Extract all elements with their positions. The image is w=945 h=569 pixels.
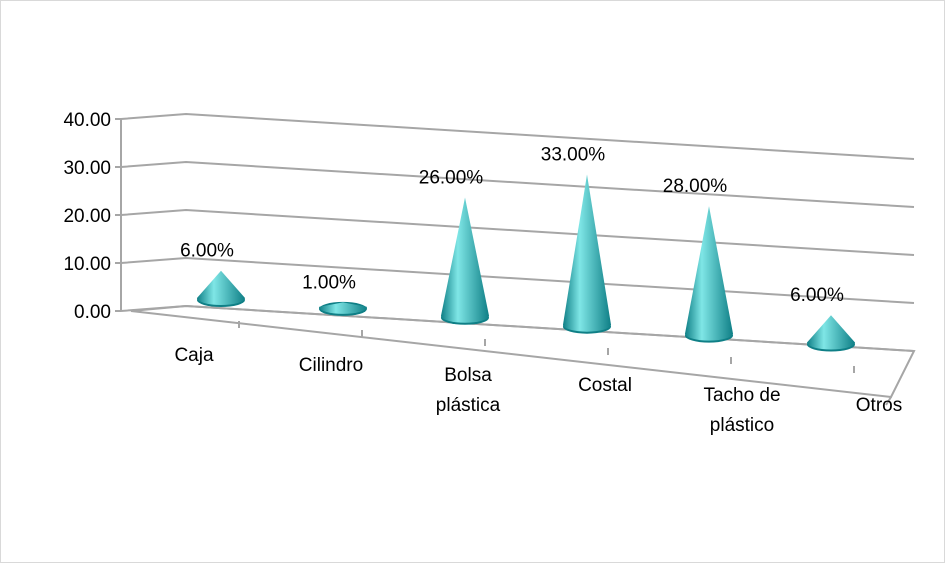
cone [441,197,489,325]
data-label: 33.00% [541,145,606,166]
category-label: Otros [856,395,902,416]
cone [563,174,611,334]
category-label: Caja [174,345,214,366]
category-labels: Caja Cilindro Bolsa plástica Costal Tacho de p… [174,345,902,436]
data-label: 1.00% [302,272,356,293]
y-axis-tick-labels: 0.00 10.00 20.00 30.00 40.00 [63,110,111,323]
gridline [120,112,915,160]
data-label: 26.00% [419,168,484,189]
y-tick-label: 20.00 [63,206,111,227]
cone [197,270,245,307]
y-tick-label: 0.00 [74,302,111,323]
axes [115,118,916,406]
category-label: Costal [578,375,632,396]
cone-series [197,174,855,352]
floor-edge [885,396,892,406]
data-label: 28.00% [663,176,728,197]
cone-body [807,315,855,350]
gridline [120,256,915,304]
category-label: Cilindro [299,355,363,376]
category-label: Tacho de plástico [703,385,780,436]
cone [319,301,367,316]
gridline [120,208,915,256]
cone-body [319,302,367,314]
category-label: Bolsa plástica [436,365,501,416]
cone [685,206,733,343]
cone-body [197,270,245,305]
cone-body [441,197,489,323]
floor [130,304,916,399]
cone-body [685,206,733,341]
data-label: 6.00% [790,285,844,306]
data-label: 6.00% [180,241,234,262]
data-labels: 6.00% 1.00% 26.00% 33.00% 28.00% 6.00% [180,145,844,307]
gridlines [120,112,915,352]
y-tick-label: 40.00 [63,110,111,131]
gridline [120,160,915,208]
cone-body [563,174,611,332]
y-tick-label: 10.00 [63,254,111,275]
cone [807,315,855,352]
y-tick-label: 30.00 [63,158,111,179]
